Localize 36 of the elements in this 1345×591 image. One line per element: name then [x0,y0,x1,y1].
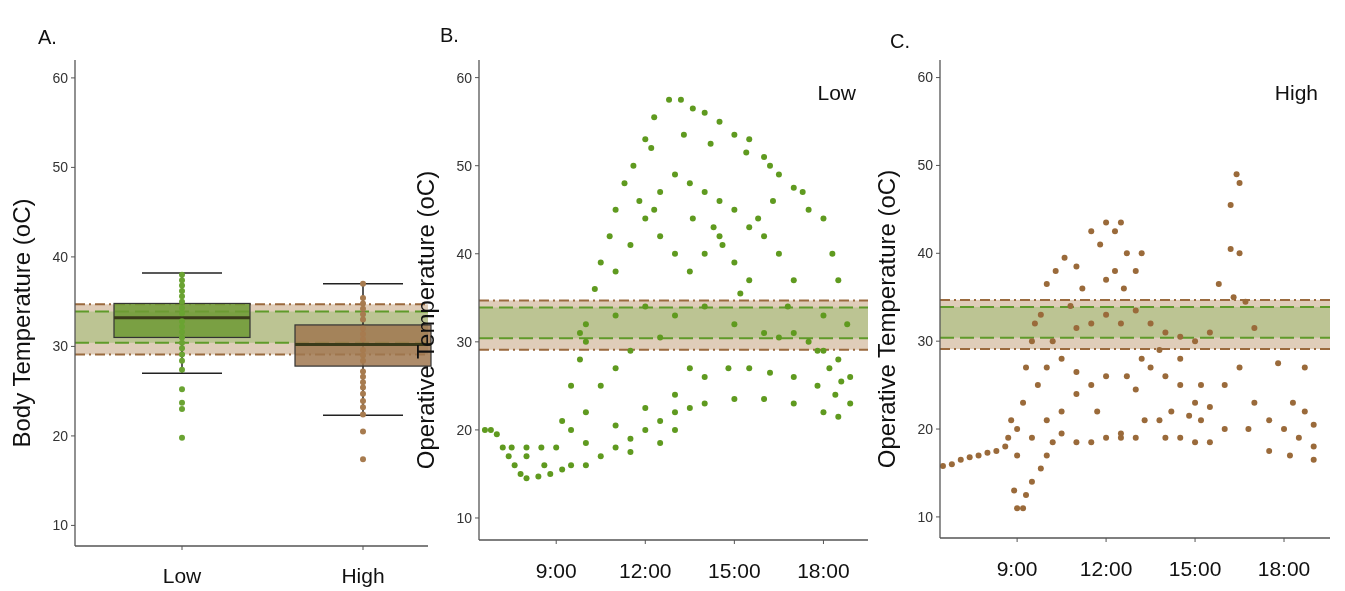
y-tick-label: 10 [917,508,934,525]
x-tick-label: High [341,564,385,587]
y-tick-label: 50 [917,157,934,174]
y-tick-label: 30 [917,333,934,350]
y-tick-label: 60 [917,69,934,86]
y-tick-label: 10 [52,517,69,534]
y-axis-title: Body Temperature (oC) [8,198,35,448]
annotation: Low [817,81,857,104]
y-tick-label: 30 [456,333,473,350]
y-tick-label: 50 [456,157,473,174]
y-tick-label: 40 [917,245,934,262]
annotation: High [1274,81,1318,104]
y-tick-label: 40 [52,248,69,265]
y-tick-label: 60 [52,69,69,86]
x-tick-label: 15:00 [708,559,761,582]
x-tick-label: 12:00 [619,559,672,582]
y-tick-label: 20 [52,427,69,444]
x-tick-label: Low [162,564,203,587]
y-tick-label: 10 [456,509,473,526]
y-tick-label: 20 [917,420,934,437]
y-tick-label: 30 [52,338,69,355]
y-tick-label: 60 [456,69,473,86]
y-tick-label: 50 [52,159,69,176]
y-tick-label: 40 [456,245,473,262]
x-tick-label: 18:00 [797,559,850,582]
y-axis-title: Operative Temperature (oC) [873,169,900,469]
x-tick-label: 12:00 [1079,557,1133,580]
y-tick-label: 20 [456,421,473,438]
y-axis-title: Operative Temperature (oC) [412,170,439,470]
x-tick-label: 15:00 [1168,557,1222,580]
chart-title: C. [890,30,910,52]
chart-title: A. [38,26,57,48]
chart-title: B. [440,24,459,46]
x-tick-label: 9:00 [996,557,1038,580]
x-tick-label: 18:00 [1257,557,1311,580]
x-tick-label: 9:00 [535,559,577,582]
